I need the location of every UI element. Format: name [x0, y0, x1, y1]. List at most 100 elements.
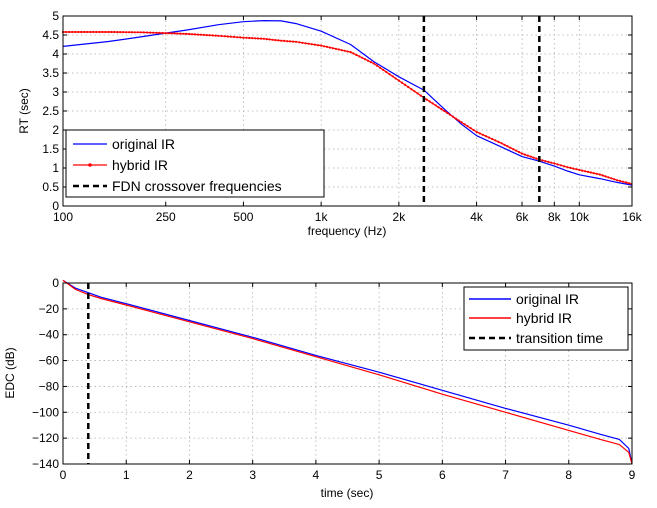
rt-series-hybrid-ir-marker [431, 102, 434, 105]
rt-series-hybrid-ir-marker [382, 68, 385, 71]
rt-series-hybrid-ir-marker [523, 153, 527, 156]
rt-series-hybrid-ir-marker [488, 136, 491, 139]
rt-series-hybrid-ir-marker [526, 154, 529, 157]
rt-series-hybrid-ir-marker [340, 49, 343, 52]
edc-plot-frame [62, 282, 633, 465]
rt-series-hybrid-ir-marker [139, 31, 142, 34]
rt-series-hybrid-ir-marker [532, 156, 535, 159]
rt-series-hybrid-ir-marker [301, 41, 304, 44]
rt-series-hybrid-ir-marker [185, 32, 188, 36]
rt-series-hybrid-ir-marker [624, 181, 628, 184]
rt-series-hybrid-ir-marker [337, 48, 340, 51]
rt-series-hybrid-ir-marker [512, 148, 515, 151]
rt-x-tick-label: 10k [570, 210, 590, 224]
rt-series-hybrid-ir-marker [176, 32, 179, 35]
rt-series-hybrid-ir-marker [271, 38, 274, 41]
rt-series-hybrid-ir-marker [352, 52, 355, 55]
rt-series-hybrid-ir-marker [575, 168, 578, 171]
rt-series-hybrid-ir-marker [239, 36, 242, 39]
rt-series-hybrid-ir-marker [256, 37, 260, 40]
rt-x-tick-label: 1k [315, 210, 329, 224]
rt-series-hybrid-ir-marker [122, 30, 125, 34]
legend-marker-hybrid-ir [88, 163, 92, 167]
rt-series-hybrid-ir-marker [346, 50, 349, 53]
rt-series-hybrid-ir-marker [601, 174, 604, 177]
rt-series-hybrid-ir-marker [385, 71, 388, 74]
rt-series-hybrid-ir-marker [92, 30, 95, 34]
rt-series-hybrid-ir-marker [152, 31, 155, 34]
rt-series-hybrid-ir-marker [125, 31, 128, 34]
rt-chart: 100 250 500 1k 2k 4k 6k 8k 10k 16k 0 0.5 1 1.5 2 2.5 3 3… [17, 9, 643, 238]
rt-series-hybrid-ir-marker [173, 32, 176, 35]
rt-series-hybrid-ir-marker [349, 51, 352, 54]
rt-series-hybrid-ir-marker [334, 47, 337, 51]
rt-series-hybrid-ir-marker [451, 115, 455, 118]
rt-y-tick-label: 1.5 [42, 142, 59, 156]
rt-x-tick-label: 100 [53, 210, 73, 224]
rt-series-hybrid-ir-marker [83, 30, 86, 34]
rt-series-hybrid-ir-marker [497, 140, 500, 143]
rt-series-hybrid-ir-marker [428, 100, 431, 103]
rt-x-tick-label: 16k [622, 210, 642, 224]
rt-series-hybrid-ir-marker [627, 182, 631, 185]
rt-series-hybrid-ir-marker [226, 35, 229, 38]
rt-series-hybrid-ir-marker [80, 30, 83, 34]
rt-series-hybrid-ir-marker [484, 135, 488, 138]
rt-series-hybrid-ir-marker [220, 34, 223, 38]
rt-series-hybrid-ir-marker [223, 35, 226, 38]
rt-series-hybrid-ir-marker [313, 43, 316, 46]
rt-series-hybrid-ir-marker [613, 178, 616, 181]
rt-series-hybrid-ir-marker [328, 46, 332, 49]
rt-series-hybrid-ir-marker [320, 44, 323, 47]
rt-y-tick-label: 4 [52, 47, 59, 61]
rt-series-hybrid-ir-marker [434, 104, 437, 107]
rt-series [61, 16, 633, 206]
rt-series-hybrid-ir-marker [217, 34, 220, 37]
rt-series-hybrid-ir-marker [229, 35, 232, 38]
rt-series-hybrid-ir-marker [193, 33, 197, 36]
rt-y-tick-label: 0.5 [42, 180, 59, 194]
rt-series-hybrid-ir-marker [104, 30, 107, 34]
rt-series-hybrid-ir-marker [425, 98, 428, 101]
rt-series-hybrid-ir-marker [316, 44, 320, 47]
rt-series-hybrid-ir-marker [535, 157, 538, 160]
rt-series-hybrid-ir-marker [437, 106, 440, 109]
rt-x-tick-label: 500 [233, 210, 253, 224]
rt-series-hybrid-ir-marker [581, 169, 584, 172]
rt-series-hybrid-ir-marker [188, 32, 191, 36]
rt-series-hybrid-ir-marker [595, 172, 598, 175]
rt-series-hybrid-ir-marker [182, 32, 185, 35]
rt-y-tick-label: 0 [52, 199, 59, 213]
rt-series-hybrid-ir-marker [277, 39, 280, 42]
rt-series-hybrid-ir-marker [242, 36, 245, 39]
rt-series-hybrid-ir-marker [460, 121, 463, 124]
rt-series-hybrid-ir-marker [572, 167, 575, 170]
rt-series-hybrid-ir-marker [358, 55, 361, 58]
edc-x-tick-label: 0 [60, 468, 67, 482]
rt-series-hybrid-ir-marker [475, 130, 478, 133]
rt-series-hybrid-ir-marker [446, 111, 449, 114]
legend-label-hybrid-ir-edc: hybrid IR [516, 310, 572, 326]
rt-y-tick-label: 5 [52, 9, 59, 23]
edc-x-tick-label: 8 [565, 468, 572, 482]
rt-series-hybrid-ir-marker [618, 179, 622, 182]
rt-series-hybrid-ir-marker [556, 163, 559, 166]
rt-series-hybrid-ir-marker [236, 36, 239, 39]
rt-series-hybrid-ir-marker [211, 34, 214, 37]
rt-y-tick-label: 1 [52, 161, 59, 175]
rt-series-hybrid-ir-marker [167, 32, 170, 35]
rt-series-hybrid-ir-marker [355, 53, 358, 57]
rt-series-hybrid-ir-marker [407, 85, 410, 89]
rt-series-hybrid-ir-marker [307, 42, 310, 45]
rt-series-hybrid-ir-marker [262, 37, 265, 40]
rt-series-hybrid-ir-marker [578, 168, 581, 171]
rt-series-hybrid-ir-marker [388, 73, 391, 76]
rt-series-hybrid-ir-marker [454, 117, 457, 120]
edc-y-tick-label: −20 [39, 302, 60, 316]
rt-series-hybrid-ir-marker [149, 31, 152, 34]
rt-series-hybrid-ir-marker [413, 90, 416, 93]
edc-y-tick-label: −120 [32, 431, 59, 445]
rt-series-hybrid-ir-marker [116, 30, 119, 34]
rt-series-hybrid-ir-marker [509, 146, 512, 149]
rt-series-hybrid-ir-marker [259, 37, 263, 40]
